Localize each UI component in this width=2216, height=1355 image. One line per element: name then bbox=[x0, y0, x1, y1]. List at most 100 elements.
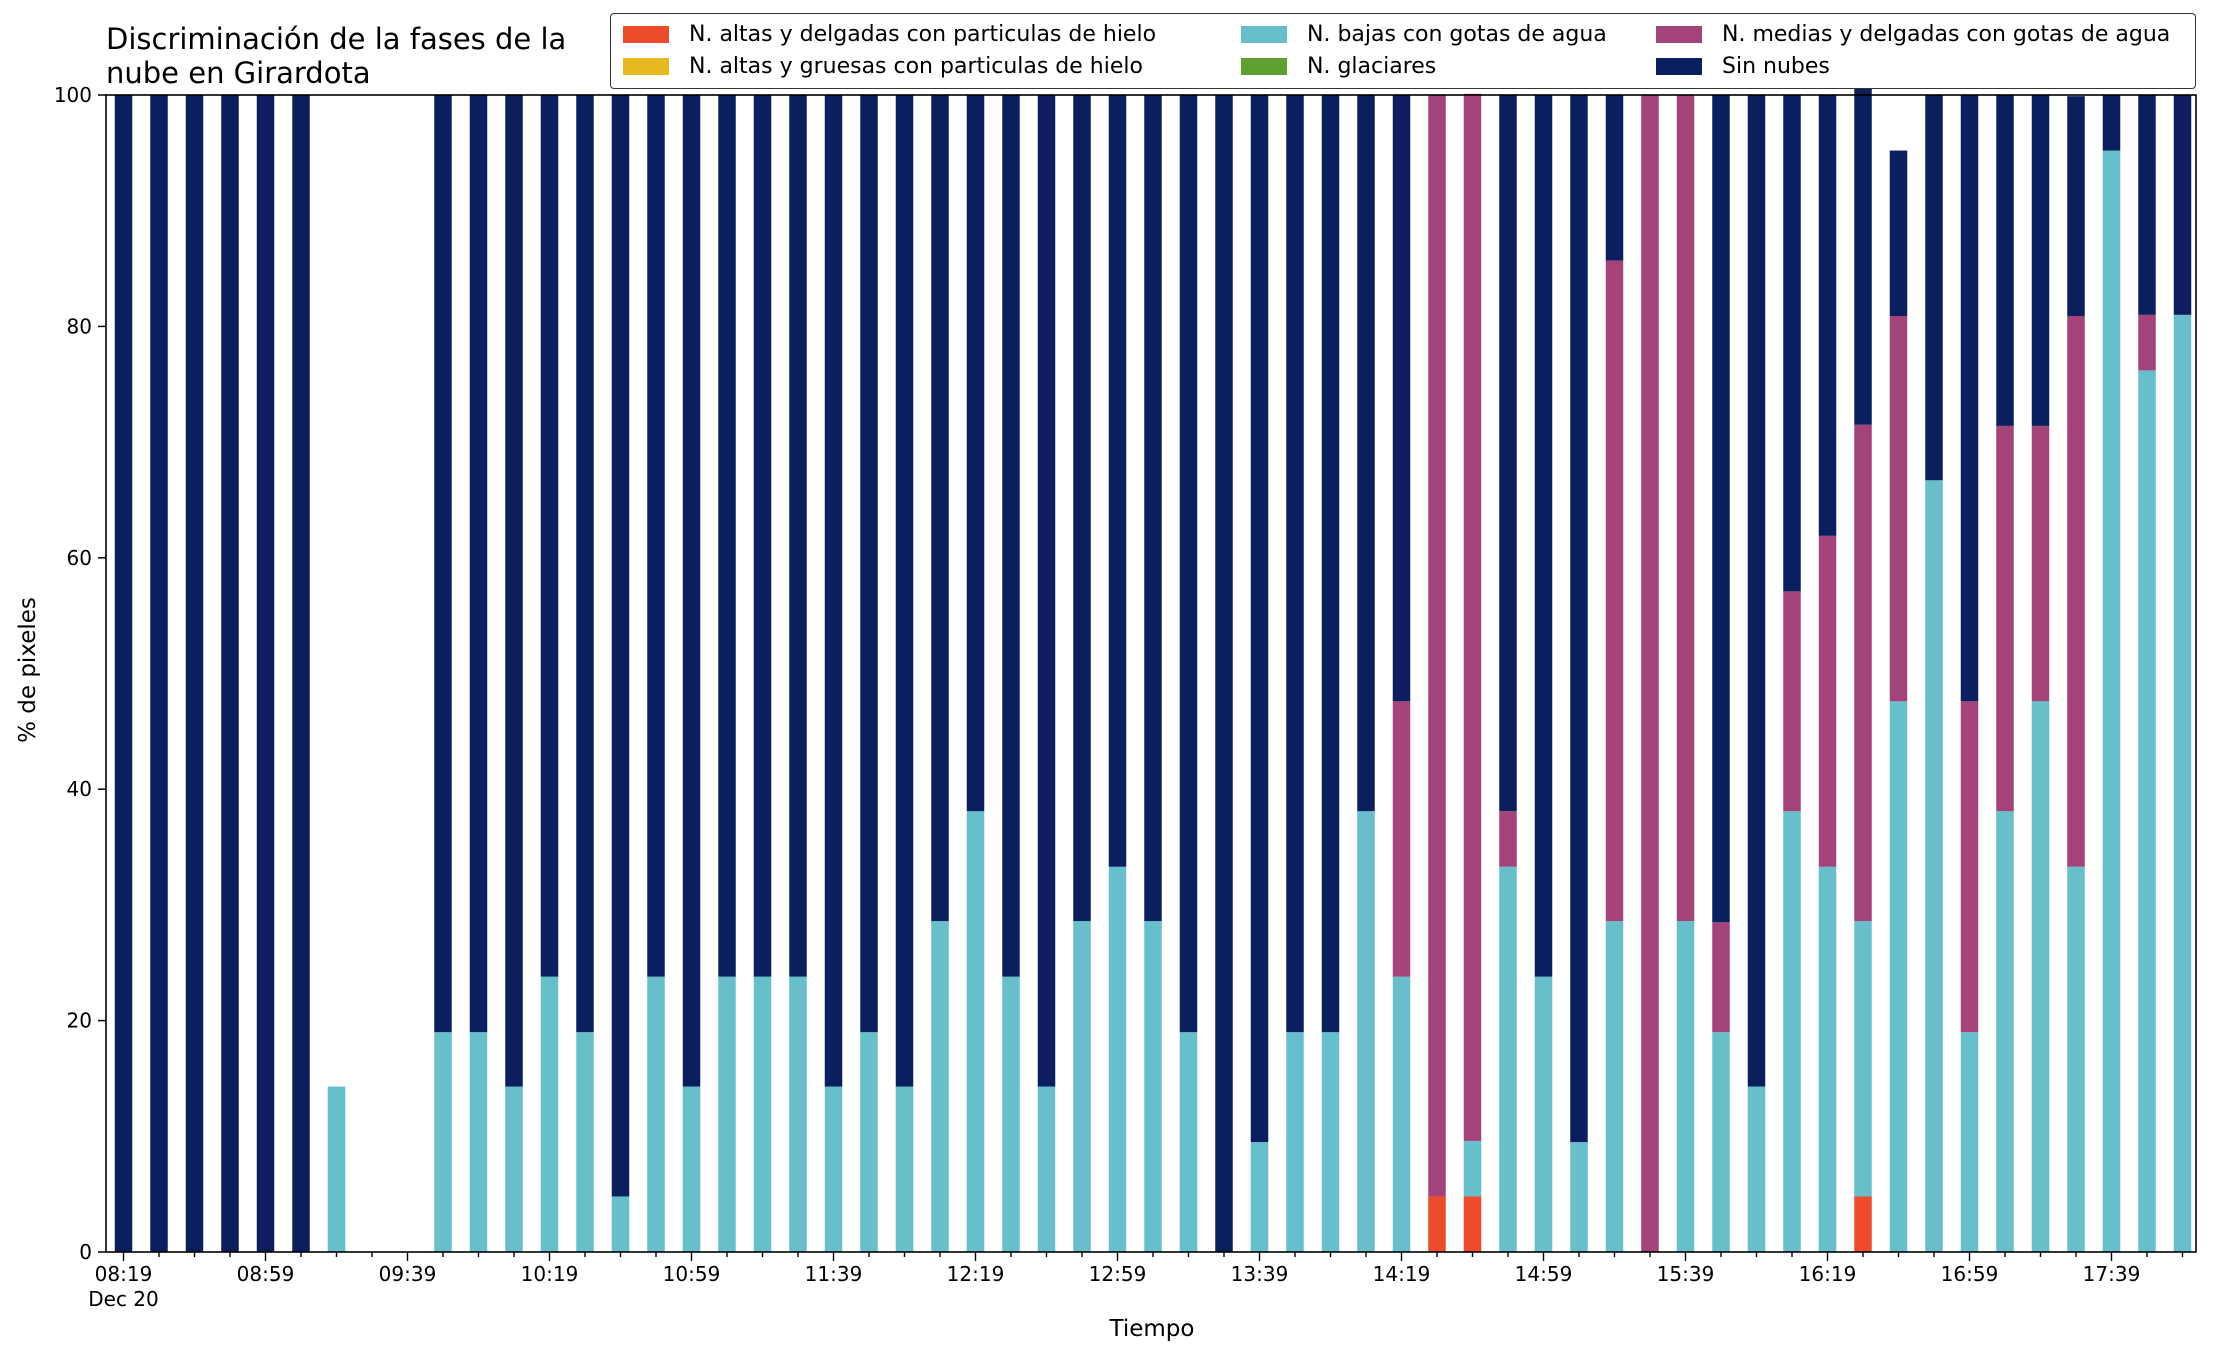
bar-segment bbox=[753, 976, 772, 1252]
bar-segment bbox=[718, 95, 736, 977]
bar-segment bbox=[1570, 95, 1588, 1143]
bar-segment bbox=[966, 811, 985, 1252]
bar-segment bbox=[931, 921, 949, 1252]
bar-segment bbox=[2067, 866, 2085, 1252]
bar-segment bbox=[1357, 811, 1375, 1252]
bar-segment bbox=[150, 95, 168, 1252]
bar-segment bbox=[1605, 95, 1624, 261]
legend-swatch bbox=[623, 26, 669, 43]
bar-segment bbox=[1925, 95, 1943, 481]
plot-frame bbox=[105, 94, 2197, 1253]
axes-group: 0 20 40 60 80 100 08:19 08:59 09:39 10:19 10:59 11:… bbox=[54, 83, 2197, 1311]
bar-segment bbox=[469, 1032, 488, 1252]
bar-segment bbox=[1889, 315, 1908, 702]
legend-item: N. medias y delgadas con gotas de agua bbox=[1656, 22, 2170, 47]
bar-segment bbox=[1854, 39, 1872, 425]
bar-segment bbox=[576, 1032, 594, 1252]
bar-segment bbox=[1463, 1140, 1482, 1197]
bar-segment bbox=[682, 95, 701, 1087]
bar-segment bbox=[1002, 976, 1020, 1252]
bar-segment bbox=[1854, 424, 1872, 922]
bar-segment bbox=[647, 976, 665, 1252]
x-tick-label: 15:39 bbox=[1657, 1262, 1715, 1286]
bar-segment bbox=[469, 95, 488, 1033]
x-tick-label: 14:19 bbox=[1373, 1262, 1431, 1286]
bar-segment bbox=[1463, 93, 1482, 1141]
bar-segment bbox=[1392, 95, 1411, 702]
bar-segment bbox=[1286, 95, 1304, 1033]
bar-segment bbox=[1854, 921, 1872, 1197]
bar-segment bbox=[576, 95, 594, 1033]
bar-segment bbox=[789, 95, 807, 977]
bar-segment bbox=[1783, 591, 1801, 812]
bar-segment bbox=[1037, 95, 1056, 1087]
bar-segment bbox=[611, 1196, 630, 1252]
bar-segment bbox=[1073, 95, 1091, 922]
bar-segment bbox=[611, 95, 630, 1197]
bar-segment bbox=[1960, 1032, 1979, 1252]
bar-segment bbox=[860, 1032, 878, 1252]
bar-segment bbox=[1499, 95, 1517, 812]
bar-segment bbox=[1818, 535, 1837, 867]
bar-segment bbox=[753, 95, 772, 977]
bar-segment bbox=[1570, 1142, 1588, 1252]
bar-segment bbox=[1499, 866, 1517, 1252]
x-axis-label: Tiempo bbox=[1109, 1316, 1195, 1342]
bar-segment bbox=[1250, 95, 1269, 1143]
bar-segment bbox=[2031, 701, 2050, 1252]
legend-item: N. glaciares bbox=[1241, 54, 1436, 79]
bar-segment bbox=[647, 95, 665, 977]
bar-segment bbox=[824, 1086, 843, 1252]
bar-segment bbox=[256, 95, 275, 1252]
bar-segment bbox=[966, 95, 985, 812]
bar-segment bbox=[1321, 1032, 1340, 1252]
bar-segment bbox=[1676, 95, 1695, 922]
bar-segment bbox=[1712, 922, 1730, 1033]
bar-segment bbox=[1996, 95, 2014, 426]
bar-segment bbox=[931, 95, 949, 922]
bar-segment bbox=[505, 95, 523, 1087]
bar-segment bbox=[1392, 701, 1411, 977]
bar-segment bbox=[1108, 95, 1127, 867]
legend-item: Sin nubes bbox=[1656, 54, 1830, 79]
bar-segment bbox=[1747, 95, 1766, 1087]
legend-label: N. altas y delgadas con particulas de hi… bbox=[689, 22, 1157, 47]
y-tick-label: 80 bbox=[67, 314, 92, 338]
bar-segment bbox=[114, 95, 133, 1252]
bar-segment bbox=[1783, 95, 1801, 592]
bar-segment bbox=[1605, 921, 1624, 1252]
bar-segment bbox=[895, 1086, 914, 1252]
bar-segment bbox=[1108, 866, 1127, 1252]
x-tick-label: 16:59 bbox=[1941, 1262, 1999, 1286]
bar-segment bbox=[1783, 811, 1801, 1252]
bar-segment bbox=[1960, 95, 1979, 702]
bar-segment bbox=[1818, 866, 1837, 1252]
legend-swatch bbox=[623, 58, 669, 75]
bar-segment bbox=[1215, 95, 1233, 1252]
legend-label: N. medias y delgadas con gotas de agua bbox=[1722, 22, 2171, 47]
bar-segment bbox=[1676, 921, 1695, 1252]
legend-swatch bbox=[1656, 26, 1702, 43]
x-tick-sublabel: Dec 20 bbox=[88, 1287, 159, 1311]
x-tick-label: 08:19 bbox=[95, 1262, 153, 1286]
bar-segment bbox=[860, 95, 878, 1033]
bar-segment bbox=[1534, 976, 1553, 1252]
legend-item: N. altas y delgadas con particulas de hi… bbox=[623, 22, 1156, 47]
bar-segment bbox=[1179, 1032, 1198, 1252]
bar-segment bbox=[2031, 425, 2050, 702]
chart-legend: N. altas y delgadas con particulas de hi… bbox=[610, 13, 2196, 89]
bar-segment bbox=[185, 95, 204, 1252]
bar-segment bbox=[221, 95, 239, 1252]
bar-segment bbox=[1499, 811, 1517, 867]
bar-segment bbox=[1037, 1086, 1056, 1252]
bar-segment bbox=[1357, 95, 1375, 812]
bar-segment bbox=[1463, 1196, 1482, 1252]
chart-title-line-1: Discriminación de la fases de la bbox=[106, 22, 567, 56]
bar-segment bbox=[1179, 95, 1198, 1033]
y-tick-label: 60 bbox=[67, 546, 92, 570]
bar-segment bbox=[327, 1086, 346, 1252]
legend-swatch bbox=[1241, 58, 1287, 75]
bar-segment bbox=[824, 95, 843, 1087]
legend-label: N. bajas con gotas de agua bbox=[1307, 22, 1607, 47]
